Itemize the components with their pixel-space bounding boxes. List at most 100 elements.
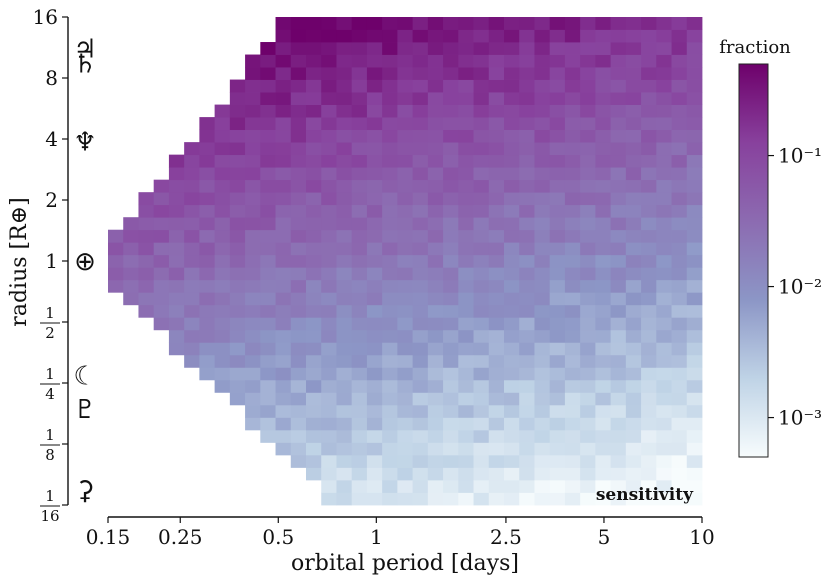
heatmap-cell [671, 367, 688, 381]
heatmap-cell [336, 92, 353, 105]
heatmap-cell [534, 304, 551, 318]
heatmap-cell [321, 417, 337, 431]
heatmap-cell [214, 192, 231, 206]
heatmap-cell [504, 167, 520, 181]
heatmap-cell [534, 29, 551, 43]
heatmap-cell [229, 367, 246, 381]
heatmap-cell [686, 142, 703, 156]
heatmap-cell [686, 79, 703, 93]
heatmap-cell [610, 367, 627, 381]
heatmap-cell [473, 292, 490, 306]
heatmap-cell [245, 417, 261, 431]
heatmap-cell [336, 392, 353, 406]
heatmap-cell [656, 29, 672, 43]
heatmap-cell [458, 67, 474, 80]
heatmap-cell [199, 354, 216, 368]
heatmap-cell [610, 17, 627, 30]
heatmap-cell [458, 17, 474, 30]
heatmap-cell [336, 367, 353, 381]
heatmap-cell [382, 467, 398, 481]
heatmap-cell [275, 267, 292, 281]
heatmap-cell [366, 479, 383, 493]
heatmap-cell [549, 442, 566, 456]
heatmap-cell [671, 92, 688, 105]
heatmap-cell [275, 92, 292, 105]
heatmap-cell [382, 279, 398, 293]
heatmap-cell [671, 204, 688, 218]
heatmap-cell [443, 492, 459, 506]
heatmap-cell [686, 254, 703, 268]
heatmap-cell [595, 242, 612, 256]
heatmap-cell [595, 29, 612, 43]
heatmap-cell [351, 467, 368, 481]
heatmap-cell [458, 342, 474, 356]
heatmap-cell [641, 142, 657, 156]
heatmap-cell [275, 404, 292, 418]
heatmap-cell [229, 254, 246, 268]
y-tick-label: 8 [45, 66, 58, 90]
heatmap-cell [397, 154, 414, 168]
heatmap-cell [290, 67, 307, 80]
heatmap-cell [153, 179, 170, 193]
heatmap-cell [656, 442, 672, 456]
heatmap-cell [290, 242, 307, 256]
heatmap-cell [199, 117, 216, 131]
heatmap-cell [427, 167, 444, 181]
heatmap-cell [336, 167, 353, 181]
heatmap-cell [549, 167, 566, 181]
heatmap-cell [564, 217, 581, 231]
heatmap-cell [504, 79, 520, 93]
heatmap-cell [534, 129, 551, 143]
heatmap-cell [488, 317, 505, 331]
heatmap-cell [473, 417, 490, 431]
heatmap-cell [245, 304, 261, 318]
heatmap-cell [138, 204, 155, 218]
heatmap-cell [397, 204, 414, 218]
heatmap-cell [168, 179, 185, 193]
heatmap-cell [245, 142, 261, 156]
heatmap-cell [184, 217, 200, 231]
heatmap-cell [306, 354, 322, 368]
heatmap-cell [245, 167, 261, 181]
heatmap-cell [306, 192, 322, 206]
heatmap-cell [610, 129, 627, 143]
heatmap-cell [458, 217, 474, 231]
heatmap-cell [504, 429, 520, 443]
heatmap-cell [610, 492, 627, 506]
x-tick-label: 0.15 [86, 525, 131, 549]
heatmap-cell [686, 192, 703, 206]
heatmap-cell [519, 92, 535, 105]
heatmap-cell [625, 129, 642, 143]
heatmap-cell [366, 29, 383, 43]
heatmap-cell [595, 142, 612, 156]
heatmap-cell [564, 279, 581, 293]
heatmap-cell [580, 317, 596, 331]
heatmap-cell [290, 292, 307, 306]
heatmap-cell [351, 204, 368, 218]
y-tick-denominator: 2 [45, 324, 55, 342]
heatmap-cell [549, 417, 566, 431]
heatmap-cell [610, 167, 627, 181]
heatmap-cell [595, 204, 612, 218]
heatmap-cell [580, 242, 596, 256]
heatmap-cell [443, 142, 459, 156]
heatmap-cell [427, 242, 444, 256]
heatmap-cell [168, 242, 185, 256]
heatmap-cell [397, 454, 414, 468]
heatmap-cell [245, 54, 261, 68]
heatmap-cell [488, 54, 505, 68]
heatmap-cell [519, 279, 535, 293]
heatmap-cell [549, 354, 566, 368]
heatmap-cell [260, 92, 276, 105]
heatmap-cell [412, 354, 429, 368]
heatmap-cell [321, 79, 337, 93]
heatmap-cell [412, 117, 429, 131]
heatmap-cell [229, 379, 246, 393]
heatmap-cell [382, 104, 398, 118]
heatmap-cell [473, 492, 490, 506]
heatmap-cell [534, 329, 551, 343]
heatmap-cell [397, 229, 414, 243]
heatmap-cell [686, 417, 703, 431]
heatmap-cell [443, 354, 459, 368]
heatmap-cell [397, 104, 414, 118]
